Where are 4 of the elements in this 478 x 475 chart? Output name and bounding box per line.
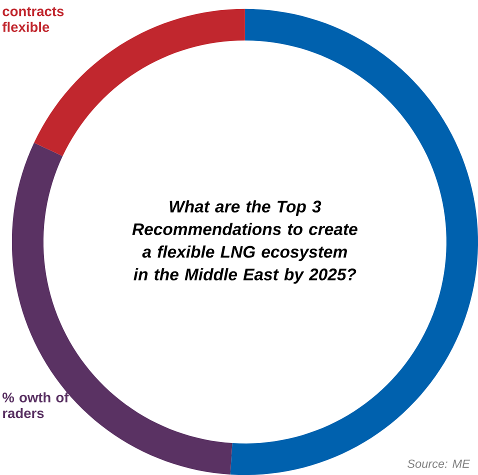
- text: What are the Top 3 Recommendations to create a flexible LNG ecosystem in the Middle East by 2025?: [132, 200, 358, 284]
- slice-label: contracts flexible: [2, 7, 64, 32]
- source-note: Source: ME: [407, 460, 470, 468]
- slice-label: % owth of raders: [2, 392, 69, 418]
